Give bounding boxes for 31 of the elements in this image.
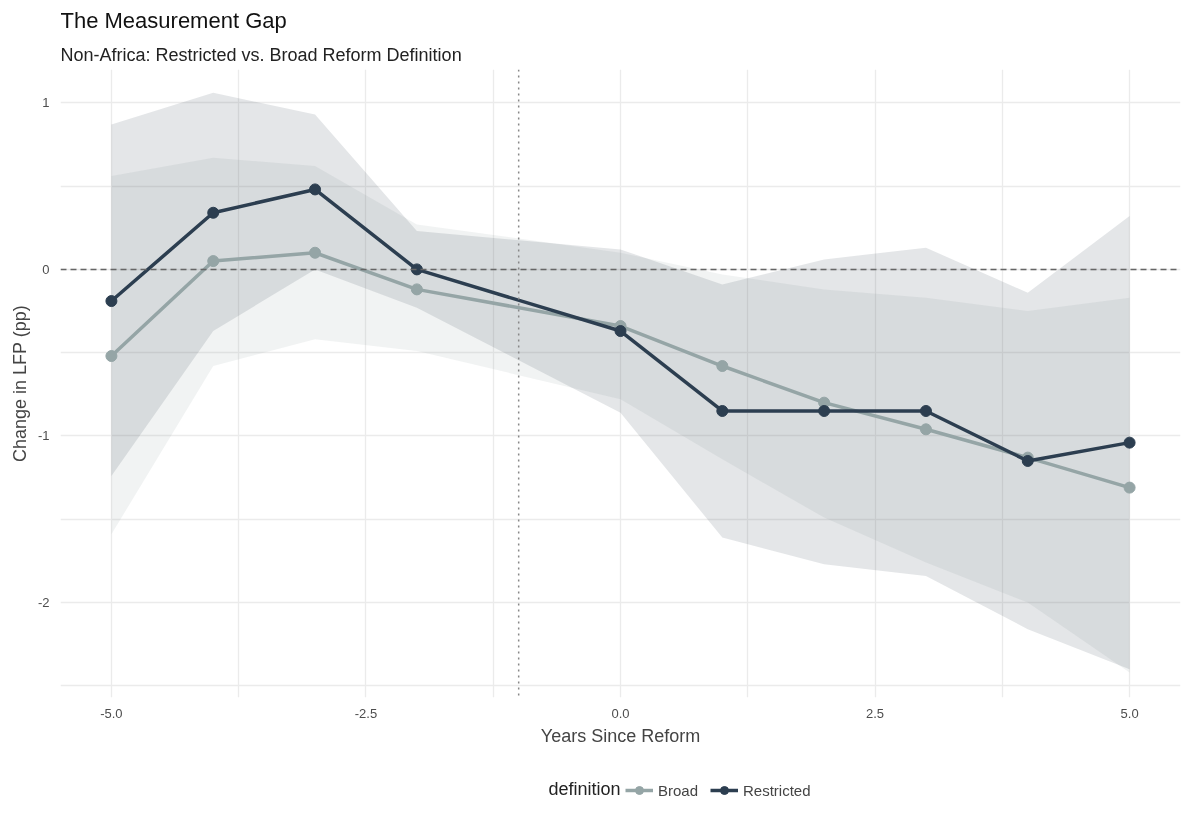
point [105, 350, 118, 362]
point [410, 283, 423, 296]
chart-title: The Measurement Gap [60, 7, 287, 33]
point [105, 295, 118, 308]
chart-subtitle: Non-Africa: Restricted vs. Broad Reform Definition [60, 44, 462, 65]
point [309, 246, 322, 259]
y-tick-label: -1 [37, 428, 50, 444]
point [1123, 481, 1136, 494]
legend-title: definition [548, 778, 621, 799]
x-tick-label: 5.0 [1120, 705, 1139, 721]
y-tick-label: 1 [42, 95, 50, 111]
point [309, 183, 322, 196]
point [818, 405, 831, 417]
x-axis-title: Years Since Reform [540, 725, 701, 746]
point [207, 206, 220, 219]
point [614, 325, 627, 338]
legend-label: Broad [658, 781, 699, 799]
legend-label: Restricted [743, 781, 811, 799]
x-tick-label: -5.0 [100, 705, 123, 721]
x-tick-label: 0.0 [611, 705, 630, 721]
x-tick-label: 2.5 [866, 705, 885, 721]
y-tick-label: -2 [37, 595, 50, 611]
point [919, 423, 932, 436]
point [716, 360, 729, 372]
point [1123, 436, 1136, 449]
y-axis-title: Change in LFP (pp) [9, 305, 30, 463]
y-tick-label: 0 [42, 261, 50, 277]
x-tick-label: -2.5 [354, 705, 378, 721]
point [919, 405, 932, 417]
point [716, 405, 729, 417]
point [207, 255, 220, 268]
